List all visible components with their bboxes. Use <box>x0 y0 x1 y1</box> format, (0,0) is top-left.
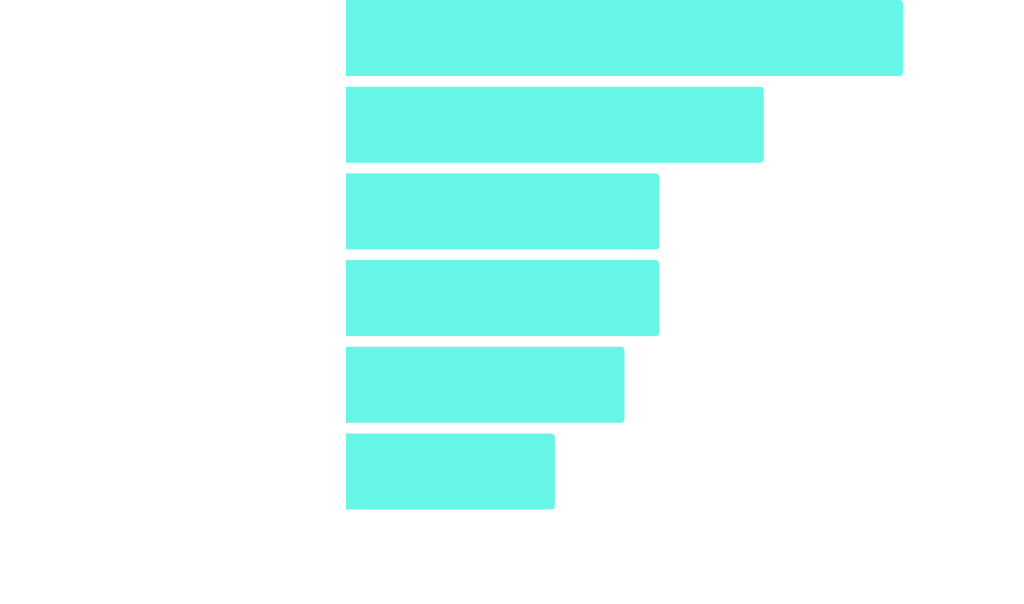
bar <box>346 346 625 423</box>
bar <box>346 433 555 510</box>
bar <box>346 173 660 250</box>
bar <box>346 86 764 163</box>
bar <box>346 260 660 337</box>
bar <box>346 0 903 76</box>
